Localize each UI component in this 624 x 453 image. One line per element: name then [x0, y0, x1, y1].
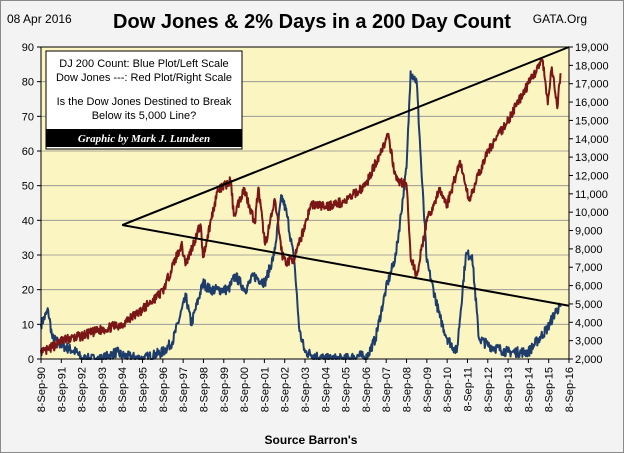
x-tick-label: 8-Sep-13	[503, 367, 515, 412]
left-tick-label: 20	[22, 285, 34, 297]
right-tick-label: 5,000	[575, 299, 603, 311]
credit-banner	[46, 129, 242, 147]
left-tick-label: 30	[22, 250, 34, 262]
right-tick-label: 9,000	[575, 226, 603, 238]
right-tick-label: 13,000	[575, 152, 609, 164]
series-line-dow-jones	[40, 58, 562, 357]
left-tick-label: 0	[28, 354, 34, 366]
credit-text: Graphic by Mark J. Lundeen	[78, 133, 210, 145]
x-tick-label: 8-Sep-14	[523, 367, 535, 412]
x-tick-label: 8-Sep-05	[341, 367, 353, 412]
x-tick-label: 8-Sep-95	[138, 367, 150, 412]
x-tick-label: 8-Sep-00	[239, 367, 251, 412]
x-axis: 8-Sep-90 8-Sep-91 8-Sep-92 8-Sep-93 8-Sep-94…	[36, 359, 576, 412]
x-tick-label: 8-Sep-91	[56, 367, 68, 412]
right-axis: 2,000 3,000 4,000 5,000 6,000 7,000 8,000 9,000…	[569, 42, 609, 366]
right-tick-label: 3,000	[575, 336, 603, 348]
x-tick-label: 8-Sep-98	[198, 367, 210, 412]
right-tick-label: 12,000	[575, 170, 609, 182]
left-tick-label: 80	[22, 77, 34, 89]
x-tick-label: 8-Sep-09	[422, 367, 434, 412]
x-tick-label: 8-Sep-15	[544, 367, 556, 412]
x-tick-label: 8-Sep-93	[97, 367, 109, 412]
source-tag: GATA.Org	[533, 12, 587, 26]
trend-line-lower	[122, 224, 570, 307]
trend-lines	[121, 46, 570, 307]
legend-line-count: DJ 200 Count: Blue Plot/Left Scale	[59, 58, 228, 70]
right-tick-label: 19,000	[575, 42, 609, 54]
x-tick-label: 8-Sep-01	[259, 367, 271, 412]
left-tick-label: 10	[22, 319, 34, 331]
x-tick-label: 8-Sep-96	[158, 367, 170, 412]
x-tick-label: 8-Sep-06	[361, 367, 373, 412]
right-tick-label: 7,000	[575, 262, 603, 274]
right-tick-label: 15,000	[575, 115, 609, 127]
x-tick-label: 8-Sep-97	[178, 367, 190, 412]
x-tick-label: 8-Sep-94	[117, 367, 129, 412]
x-tick-label: 8-Sep-04	[320, 367, 332, 412]
x-axis-label: Source Barron's	[265, 433, 358, 447]
legend-box: DJ 200 Count: Blue Plot/Left Scale Dow J…	[45, 50, 243, 150]
left-tick-label: 50	[22, 181, 34, 193]
trend-line-upper	[121, 46, 570, 226]
legend-line-dow: Dow Jones ---: Red Plot/Right Scale	[56, 72, 232, 84]
right-tick-label: 6,000	[575, 281, 603, 293]
x-tick-label: 8-Sep-99	[219, 367, 231, 412]
x-tick-label: 8-Sep-16	[564, 367, 576, 412]
left-tick-label: 70	[22, 111, 34, 123]
chart-date: 08 Apr 2016	[7, 12, 72, 26]
x-tick-label: 8-Sep-10	[442, 367, 454, 412]
left-axis: 0 10 20 30 40 50 60 70 80 90	[22, 42, 41, 366]
chart-title: Dow Jones & 2% Days in a 200 Day Count	[113, 11, 511, 33]
left-tick-label: 40	[22, 215, 34, 227]
x-tick-label: 8-Sep-11	[462, 367, 474, 411]
right-tick-label: 17,000	[575, 79, 609, 91]
x-tick-label: 8-Sep-90	[36, 367, 48, 412]
right-tick-label: 8,000	[575, 244, 603, 256]
legend-question-line1: Is the Dow Jones Destined to Break	[57, 96, 232, 108]
right-tick-label: 16,000	[575, 97, 609, 109]
left-tick-label: 90	[22, 42, 34, 54]
right-tick-label: 2,000	[575, 354, 603, 366]
right-tick-label: 11,000	[575, 189, 608, 201]
right-tick-label: 10,000	[575, 207, 609, 219]
x-tick-label: 8-Sep-08	[402, 367, 414, 412]
right-tick-label: 14,000	[575, 134, 609, 146]
right-tick-label: 4,000	[575, 317, 603, 329]
x-tick-label: 8-Sep-12	[483, 367, 495, 412]
legend-question-line2: Below its 5,000 Line?	[92, 110, 197, 122]
right-tick-label: 18,000	[575, 60, 609, 72]
x-tick-label: 8-Sep-92	[77, 367, 89, 412]
x-tick-label: 8-Sep-02	[280, 367, 292, 412]
left-tick-label: 60	[22, 146, 34, 158]
x-tick-label: 8-Sep-03	[300, 367, 312, 412]
x-tick-label: 8-Sep-07	[381, 367, 393, 412]
